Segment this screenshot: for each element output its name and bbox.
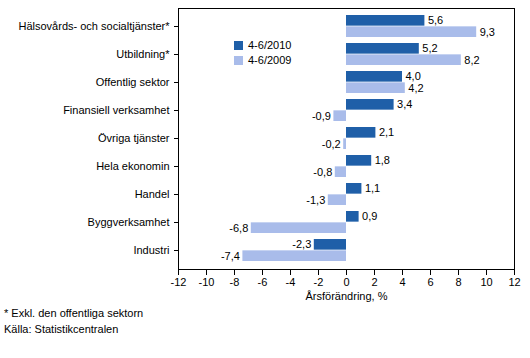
- svg-text:3,4: 3,4: [397, 98, 412, 110]
- svg-text:4,2: 4,2: [408, 82, 423, 94]
- svg-text:-4: -4: [286, 276, 296, 288]
- svg-text:4: 4: [399, 276, 405, 288]
- svg-text:Handel: Handel: [135, 188, 170, 200]
- html-text:* Exkl. den offentliga sektorn: * Exkl. den offentliga sektorn: [4, 307, 144, 319]
- html-text:4-6/2010: 4-6/2010: [248, 39, 292, 51]
- svg-text:-6,8: -6,8: [229, 222, 248, 234]
- svg-text:Övriga tjänster: Övriga tjänster: [98, 132, 170, 144]
- svg-text:8: 8: [455, 276, 461, 288]
- svg-text:Finansiell verksamhet: Finansiell verksamhet: [63, 104, 169, 116]
- svg-text:Industri: Industri: [133, 244, 169, 256]
- svg-text:0,9: 0,9: [362, 210, 377, 222]
- svg-text:2,1: 2,1: [379, 126, 394, 138]
- svg-text:Årsförändring, %: Årsförändring, %: [306, 290, 388, 302]
- svg-text:10: 10: [480, 276, 492, 288]
- svg-text:-0,8: -0,8: [313, 166, 332, 178]
- svg-text:6: 6: [427, 276, 433, 288]
- svg-text:Offentlig sektor: Offentlig sektor: [96, 76, 170, 88]
- svg-text:-0,2: -0,2: [322, 138, 341, 150]
- svg-text:-0,9: -0,9: [312, 110, 331, 122]
- svg-text:Byggverksamhet: Byggverksamhet: [88, 216, 170, 228]
- svg-text:-1,3: -1,3: [306, 194, 325, 206]
- svg-text:-2,3: -2,3: [292, 238, 311, 250]
- svg-text:-2: -2: [314, 276, 324, 288]
- svg-text:Utbildning*: Utbildning*: [116, 48, 170, 60]
- html-text:Källa: Statistikcentralen: Källa: Statistikcentralen: [4, 323, 119, 335]
- svg-text:5,6: 5,6: [428, 14, 443, 26]
- svg-text:9,3: 9,3: [480, 26, 495, 38]
- svg-text:Hela ekonomin: Hela ekonomin: [96, 160, 169, 172]
- svg-text:-6: -6: [258, 276, 268, 288]
- svg-text:12: 12: [508, 276, 520, 288]
- svg-text:Hälsovårds- och socialtjänster: Hälsovårds- och socialtjänster*: [18, 20, 170, 32]
- svg-text:5,2: 5,2: [422, 42, 437, 54]
- html-text:4-6/2009: 4-6/2009: [248, 54, 292, 66]
- svg-text:-10: -10: [199, 276, 215, 288]
- svg-text:-7,4: -7,4: [221, 250, 240, 262]
- svg-text:-8: -8: [230, 276, 240, 288]
- svg-text:0: 0: [343, 276, 349, 288]
- svg-text:4,0: 4,0: [406, 70, 421, 82]
- svg-text:1,8: 1,8: [375, 154, 390, 166]
- svg-text:1,1: 1,1: [365, 182, 380, 194]
- svg-text:8,2: 8,2: [464, 54, 479, 66]
- svg-text:2: 2: [371, 276, 377, 288]
- svg-text:-12: -12: [171, 276, 187, 288]
